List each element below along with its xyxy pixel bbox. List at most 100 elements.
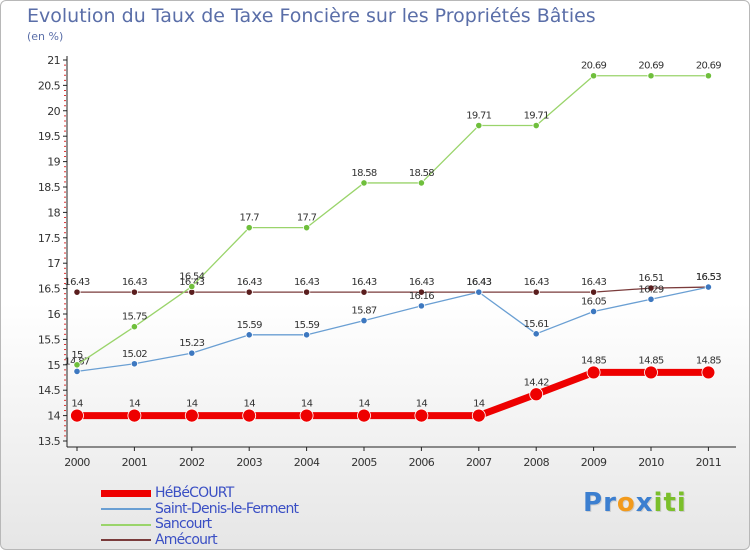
legend-swatch — [101, 539, 151, 542]
data-label-am-court: 16.53 — [696, 272, 721, 283]
legend-label: HéBéCOURT — [155, 485, 234, 501]
data-point-am-court — [647, 284, 655, 292]
data-point-saint-denis-le-ferment — [188, 349, 196, 357]
data-label-saint-denis-le-ferment: 15.59 — [237, 320, 262, 331]
data-point-saint-denis-le-ferment — [417, 302, 425, 310]
data-point-saint-denis-le-ferment — [360, 317, 368, 325]
y-tick-label: 18.5 — [38, 181, 61, 194]
data-label-am-court: 16.43 — [237, 277, 262, 288]
data-label-am-court: 16.43 — [581, 277, 606, 288]
proxiti-logo: Proxiti — [583, 488, 687, 518]
data-label-h-b-court: 14.42 — [524, 377, 549, 388]
data-label-h-b-court: 14 — [358, 399, 370, 410]
y-tick-label: 14 — [47, 410, 60, 423]
data-point-h-b-court — [70, 408, 84, 423]
data-point-sancourt — [532, 121, 540, 130]
chart-title: Evolution du Taux de Taxe Foncière sur l… — [27, 5, 596, 27]
y-tick-label: 15.5 — [38, 333, 61, 346]
data-point-am-court — [245, 288, 253, 296]
y-tick-label: 14.5 — [38, 384, 61, 397]
data-label-am-court: 16.43 — [409, 277, 434, 288]
data-point-sancourt — [647, 72, 655, 80]
data-label-saint-denis-le-ferment: 15.61 — [524, 319, 549, 330]
data-label-h-b-court: 14 — [301, 399, 313, 410]
data-point-am-court — [130, 288, 138, 296]
legend-label: Amécourt — [155, 531, 218, 548]
data-point-sancourt — [360, 179, 368, 187]
y-tick-label: 18 — [47, 206, 60, 219]
data-point-saint-denis-le-ferment — [589, 307, 598, 316]
y-unit-label: (en %) — [27, 30, 64, 43]
legend-swatch — [101, 490, 151, 498]
data-label-saint-denis-le-ferment: 16.53 — [696, 272, 721, 283]
data-point-sancourt — [73, 361, 81, 369]
data-point-am-court — [360, 288, 368, 296]
data-point-saint-denis-le-ferment — [130, 360, 138, 368]
series-line-h-b-court — [73, 368, 712, 420]
series-line-am-court — [76, 286, 710, 293]
data-point-am-court — [589, 288, 598, 296]
x-tick-label: 2011 — [696, 456, 722, 469]
data-point-sancourt — [417, 179, 425, 187]
data-point-am-court — [73, 288, 81, 296]
legend-label: Saint-Denis-le-Ferment — [155, 500, 299, 517]
data-point-sancourt — [245, 224, 253, 232]
x-tick-label: 2008 — [523, 456, 549, 469]
data-label-sancourt: 15 — [71, 350, 83, 361]
data-point-saint-denis-le-ferment — [475, 288, 483, 296]
data-label-saint-denis-le-ferment: 15.59 — [294, 320, 319, 331]
data-point-h-b-court — [586, 365, 601, 380]
data-label-sancourt: 17.7 — [239, 213, 259, 224]
logo-letter: r — [603, 488, 617, 518]
data-point-h-b-court — [471, 408, 486, 423]
data-point-saint-denis-le-ferment — [245, 331, 253, 339]
data-point-h-b-court — [701, 365, 716, 380]
logo-letter: o — [616, 488, 636, 518]
x-tick-label: 2007 — [466, 456, 492, 469]
data-label-saint-denis-le-ferment: 15.23 — [179, 338, 204, 349]
data-label-h-b-court: 14 — [186, 399, 198, 410]
data-label-am-court: 16.51 — [638, 273, 663, 284]
data-point-sancourt — [302, 224, 311, 232]
data-label-saint-denis-le-ferment: 16.29 — [638, 284, 663, 295]
data-point-sancourt — [130, 323, 138, 331]
logo-letter: P — [583, 488, 604, 518]
y-tick-label: 16 — [47, 308, 60, 321]
y-tick-label: 15 — [47, 359, 60, 372]
y-tick-label: 16.5 — [38, 283, 61, 296]
data-label-sancourt: 18.58 — [351, 168, 376, 179]
data-label-sancourt: 19.71 — [466, 111, 491, 122]
data-label-am-court: 16.43 — [64, 277, 89, 288]
data-label-sancourt: 20.69 — [696, 61, 721, 72]
data-point-saint-denis-le-ferment — [647, 295, 655, 303]
data-label-sancourt: 17.7 — [297, 213, 317, 224]
data-point-sancourt — [704, 72, 713, 80]
x-tick-label: 2004 — [294, 456, 320, 469]
data-point-h-b-court — [299, 408, 314, 423]
data-label-sancourt: 18.58 — [409, 168, 434, 179]
data-label-sancourt: 20.69 — [638, 61, 663, 72]
legend-swatch — [101, 523, 151, 526]
data-point-am-court — [532, 288, 540, 296]
data-label-am-court: 16.43 — [122, 277, 147, 288]
data-point-h-b-court — [184, 408, 199, 423]
x-tick-label: 2002 — [179, 456, 205, 469]
data-label-h-b-court: 14 — [71, 399, 83, 410]
data-label-saint-denis-le-ferment: 16.16 — [409, 291, 434, 302]
data-point-h-b-court — [242, 408, 257, 423]
data-label-sancourt: 16.54 — [179, 272, 204, 283]
logo-letter: x — [635, 488, 654, 518]
y-tick-label: 20 — [47, 105, 60, 118]
y-tick-label: 17.5 — [38, 232, 61, 245]
x-tick-label: 2009 — [581, 456, 607, 469]
y-tick-label: 20.5 — [38, 79, 61, 92]
logo-letter: i — [676, 488, 687, 518]
x-tick-label: 2010 — [638, 456, 664, 469]
y-tick-label: 13.5 — [38, 435, 61, 448]
data-point-sancourt — [188, 282, 196, 291]
data-label-h-b-court: 14.85 — [638, 355, 663, 366]
data-point-saint-denis-le-ferment — [302, 331, 311, 339]
data-point-h-b-court — [644, 365, 658, 380]
line-chart: 13.5 14 14.5 15 15.5 16 16.5 17 17.5 18 18.5 19 19.5… — [38, 54, 736, 469]
